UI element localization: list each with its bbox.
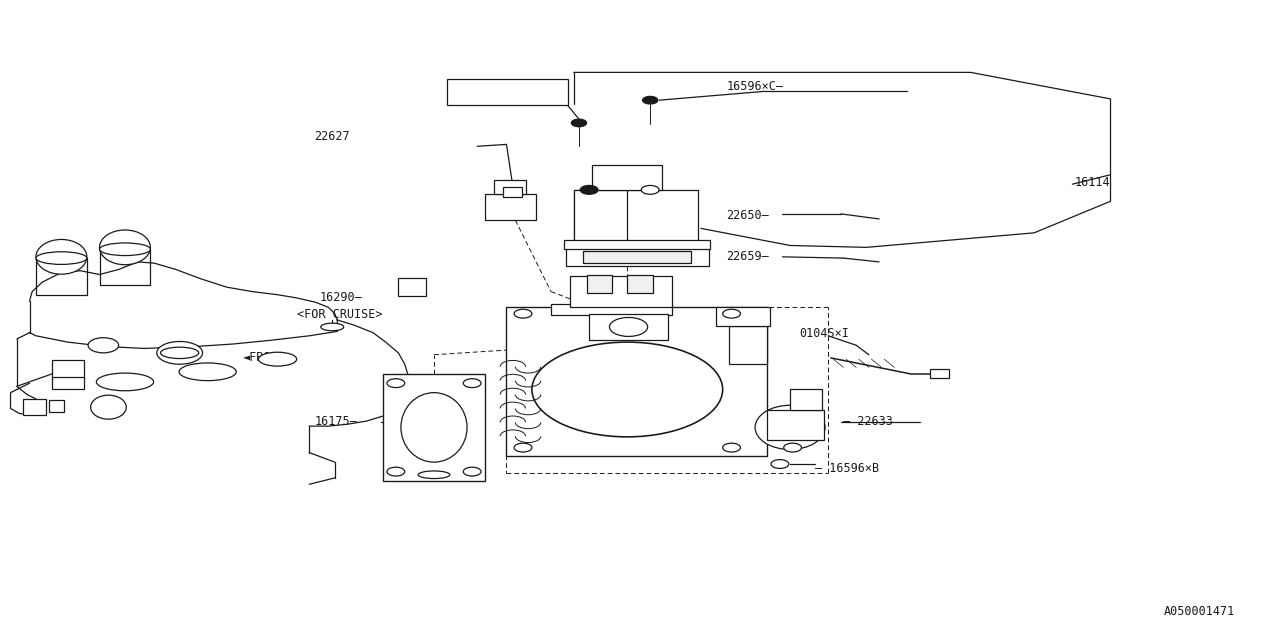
Text: 16290—: 16290— — [320, 291, 362, 305]
Text: 22659—: 22659— — [727, 250, 769, 263]
Text: — 22633: — 22633 — [844, 415, 893, 428]
Bar — [23, 399, 46, 415]
Circle shape — [641, 186, 659, 195]
Ellipse shape — [321, 323, 344, 331]
Ellipse shape — [160, 347, 198, 358]
Text: <FOR CRUISE>: <FOR CRUISE> — [297, 308, 383, 321]
Text: ◄FRONT: ◄FRONT — [243, 351, 285, 364]
Bar — [383, 374, 485, 481]
Text: 0104S×I: 0104S×I — [799, 328, 849, 340]
Text: 16596×B: 16596×B — [449, 85, 499, 98]
Text: — 16596×B: — 16596×B — [815, 462, 879, 475]
Text: 16175—: 16175— — [315, 415, 357, 428]
Ellipse shape — [755, 405, 826, 449]
Ellipse shape — [100, 230, 151, 265]
Circle shape — [463, 379, 481, 388]
Text: 22627: 22627 — [315, 131, 349, 143]
Bar — [573, 190, 699, 246]
Bar — [591, 164, 662, 190]
Ellipse shape — [96, 373, 154, 391]
Bar — [566, 247, 709, 266]
Circle shape — [643, 97, 658, 104]
Circle shape — [88, 338, 119, 353]
Circle shape — [515, 309, 532, 318]
Circle shape — [771, 460, 788, 468]
Bar — [494, 180, 526, 194]
Circle shape — [783, 443, 801, 452]
Bar — [550, 303, 672, 315]
Text: 22650—: 22650— — [727, 209, 769, 222]
Bar — [447, 79, 567, 105]
Text: A050001471: A050001471 — [1164, 605, 1235, 618]
Bar — [49, 400, 64, 412]
Ellipse shape — [259, 352, 297, 366]
Bar — [767, 410, 824, 440]
Bar — [573, 190, 627, 246]
Circle shape — [515, 443, 532, 452]
Ellipse shape — [179, 363, 237, 381]
Bar — [931, 369, 948, 378]
Circle shape — [723, 443, 740, 452]
Bar — [790, 390, 822, 410]
Bar — [398, 278, 426, 296]
Bar — [507, 307, 767, 456]
Bar — [570, 276, 672, 307]
Bar — [582, 250, 691, 263]
Ellipse shape — [36, 252, 87, 264]
Ellipse shape — [401, 393, 467, 462]
Ellipse shape — [36, 239, 87, 274]
Circle shape — [387, 379, 404, 388]
Bar — [503, 188, 522, 197]
Ellipse shape — [419, 471, 449, 479]
Circle shape — [387, 467, 404, 476]
Circle shape — [609, 317, 648, 337]
Bar — [730, 326, 767, 364]
Text: 16114: 16114 — [1075, 176, 1111, 189]
Bar — [52, 377, 84, 390]
Ellipse shape — [91, 395, 127, 419]
Text: 16596×C—: 16596×C— — [727, 80, 783, 93]
Circle shape — [156, 342, 202, 364]
Bar — [627, 275, 653, 294]
Ellipse shape — [100, 243, 151, 255]
Circle shape — [723, 309, 740, 318]
Circle shape — [532, 342, 723, 437]
Bar — [589, 314, 668, 340]
Bar — [563, 241, 710, 249]
Bar — [717, 307, 769, 326]
Bar — [586, 275, 612, 294]
Bar — [52, 360, 84, 380]
Circle shape — [580, 186, 598, 195]
Circle shape — [463, 467, 481, 476]
Bar — [485, 194, 536, 220]
Circle shape — [571, 119, 586, 127]
